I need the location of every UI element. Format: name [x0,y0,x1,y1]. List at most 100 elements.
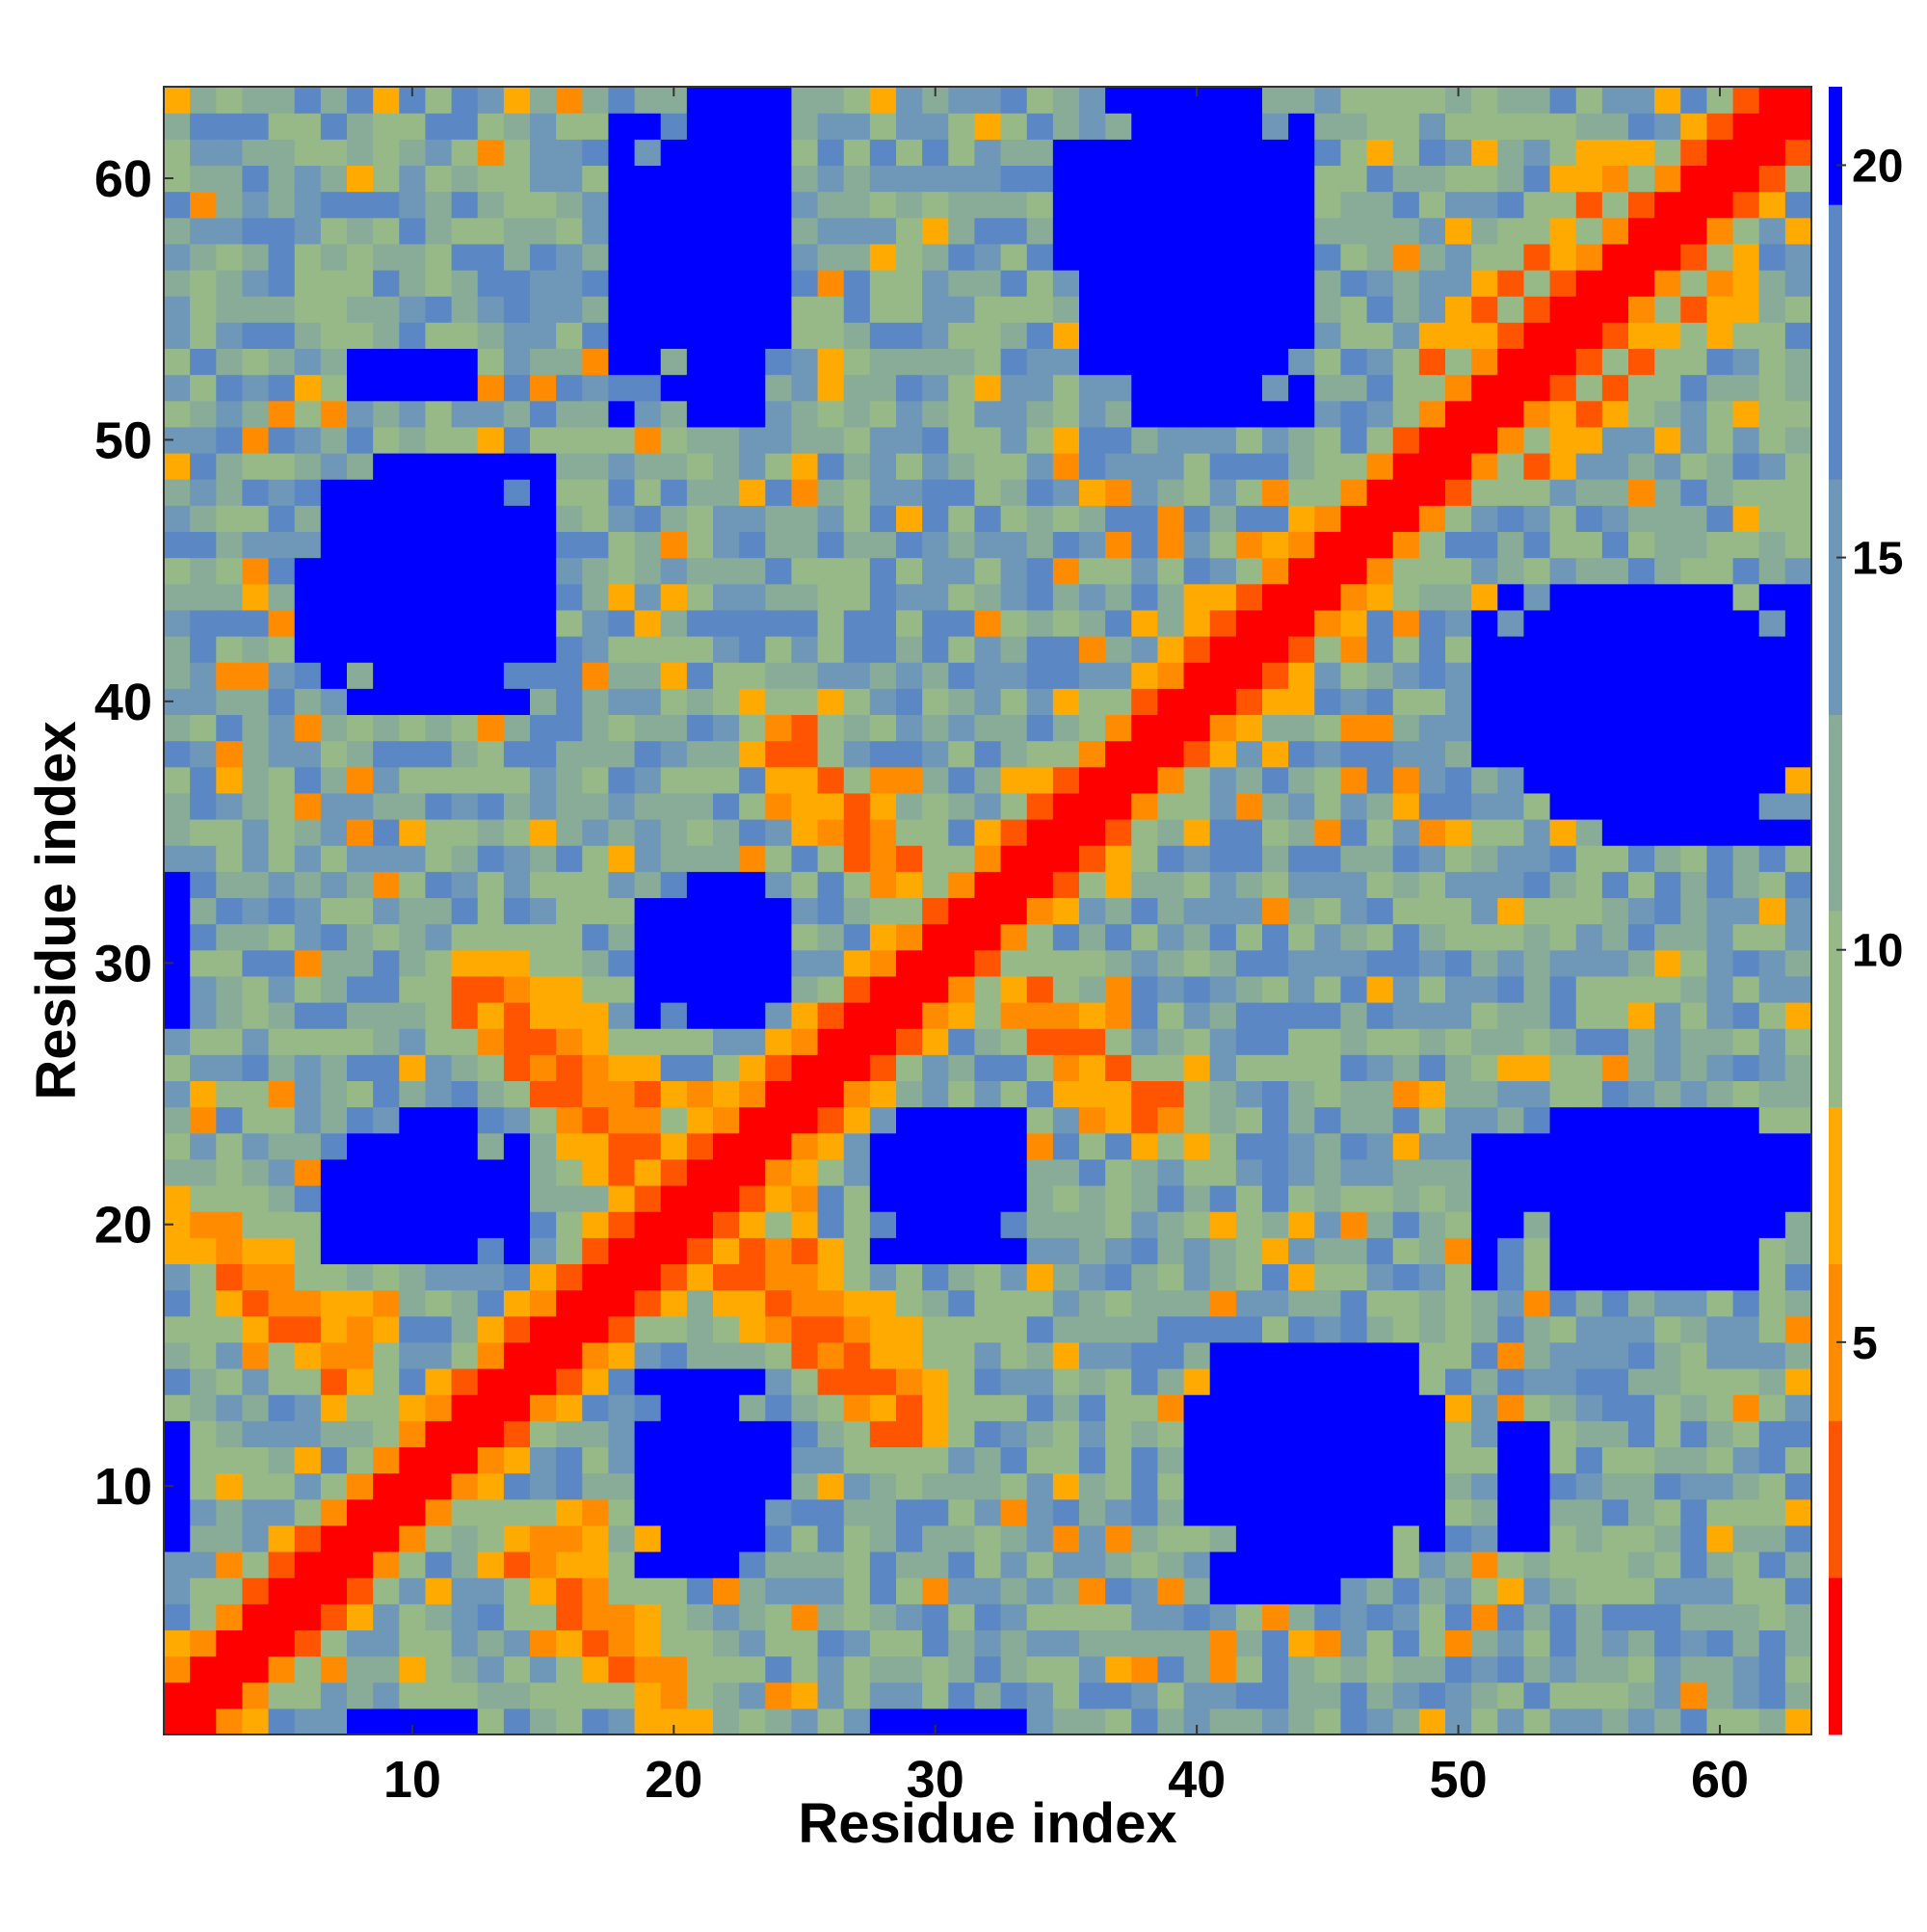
heatmap-cell [294,1315,322,1343]
heatmap-cell [739,1498,766,1526]
heatmap-cell [1131,243,1159,271]
heatmap-cell [1575,1341,1603,1369]
heatmap-cell [556,557,583,585]
heatmap-cell [739,1655,766,1683]
heatmap-cell [1784,1472,1812,1500]
heatmap-cell [1209,1446,1237,1474]
heatmap-cell [1654,1681,1681,1709]
heatmap-cell [1784,1028,1812,1055]
heatmap-cell [1549,1368,1577,1395]
heatmap-cell [1523,479,1551,506]
heatmap-cell [634,1707,662,1735]
heatmap-cell [164,1629,191,1657]
heatmap-cell [1314,165,1342,193]
heatmap-cell [242,1368,270,1395]
heatmap-cell [1262,1394,1289,1421]
heatmap-cell [922,740,949,768]
heatmap-cell [1314,714,1342,742]
heatmap-cell [1418,845,1446,872]
heatmap-cell [1523,400,1551,428]
heatmap-cell [1758,426,1786,454]
heatmap-cell [1288,923,1315,951]
heatmap-cell [1628,270,1655,297]
heatmap-cell [1497,1420,1525,1448]
heatmap-cell [451,165,479,193]
heatmap-cell [660,557,688,585]
heatmap-cell [242,1028,270,1055]
heatmap-cell [922,1080,949,1108]
heatmap-cell [948,139,976,167]
heatmap-cell [216,1524,244,1552]
heatmap-cell [896,1629,923,1657]
heatmap-cell [974,400,1002,428]
heatmap-cell [1549,1002,1577,1029]
heatmap-cell [1497,165,1525,193]
heatmap-cell [347,453,374,480]
heatmap-cell [373,1080,400,1108]
heatmap-cell [713,1185,740,1212]
heatmap-cell [1366,923,1394,951]
heatmap-cell [1523,557,1551,585]
heatmap-cell [320,1603,348,1631]
heatmap-cell [1628,322,1655,350]
heatmap-cell [713,740,740,768]
heatmap-cell [686,1629,714,1657]
heatmap-cell [1314,1289,1342,1317]
heatmap-cell [1549,243,1577,271]
heatmap-cell [1157,113,1185,140]
heatmap-cell [556,87,583,114]
heatmap-cell [582,1551,610,1578]
heatmap-cell [869,1002,897,1029]
heatmap-cell [922,453,949,480]
heatmap-cell [896,897,923,925]
heatmap-cell [1654,1551,1681,1578]
heatmap-cell [1314,322,1342,350]
heatmap-cell [1288,1028,1315,1055]
heatmap-cell [869,1368,897,1395]
heatmap-cell [896,270,923,297]
heatmap-cell [817,426,845,454]
heatmap-cell [582,322,610,350]
heatmap-cell [294,609,322,637]
heatmap-cell [1392,1028,1420,1055]
heatmap-cell [556,609,583,637]
heatmap-cell [1680,1629,1708,1657]
heatmap-cell [294,1002,322,1029]
heatmap-cell [1079,662,1106,689]
heatmap-cell [1000,1681,1028,1709]
heatmap-cell [1079,1551,1106,1578]
heatmap-cell [1523,374,1551,402]
heatmap-cell [1288,609,1315,637]
heatmap-cell [1131,1420,1159,1448]
heatmap-cell [739,139,766,167]
heatmap-cell [1392,1368,1420,1395]
heatmap-cell [948,845,976,872]
heatmap-cell [1497,662,1525,689]
heatmap-cell [1105,662,1132,689]
heatmap-cell [1026,714,1054,742]
heatmap-cell [347,243,374,271]
heatmap-cell [1157,1655,1185,1683]
heatmap-cell [477,557,505,585]
heatmap-cell [1131,165,1159,193]
heatmap-cell [1105,1211,1132,1238]
heatmap-cell [974,296,1002,323]
heatmap-cell [843,1603,871,1631]
heatmap-cell [1732,400,1760,428]
heatmap-cell [791,1498,819,1526]
heatmap-cell [425,1315,453,1343]
heatmap-cell [1105,113,1132,140]
heatmap-cell [817,636,845,663]
heatmap-cell [869,819,897,846]
heatmap-cell [660,1472,688,1500]
heatmap-cell [582,139,610,167]
heatmap-cell [817,1603,845,1631]
heatmap-cell [1549,1603,1577,1631]
heatmap-cell [1523,1132,1551,1160]
heatmap-cell [739,1002,766,1029]
heatmap-cell [556,1054,583,1082]
heatmap-cell [1131,1158,1159,1186]
heatmap-cell [1314,1629,1342,1657]
heatmap-cell [896,819,923,846]
heatmap-cell [1654,1289,1681,1317]
